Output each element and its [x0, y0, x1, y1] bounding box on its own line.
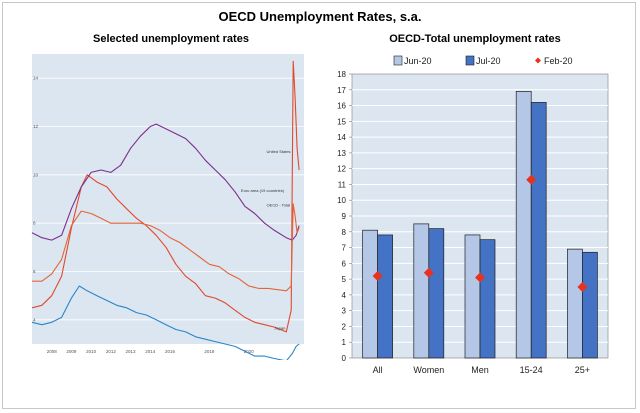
- bar-jun-20: [413, 223, 430, 359]
- bar-y-tick-label: 1: [342, 338, 347, 347]
- bar-y-tick-label: 17: [337, 86, 346, 95]
- line-series-label: Japan: [274, 326, 285, 331]
- marker-feb-20: [423, 267, 434, 278]
- line-x-tick-label: 2013: [126, 349, 137, 354]
- bar-y-tick-label: 0: [342, 354, 347, 363]
- legend-label: Jul-20: [476, 56, 501, 66]
- bar-y-tick-label: 9: [342, 212, 347, 221]
- line-y-tick-label: 4: [33, 317, 36, 322]
- line-y-tick-label: 8: [33, 221, 36, 226]
- bar-y-tick-label: 8: [342, 228, 347, 237]
- line-series-japan: [31, 285, 300, 360]
- bar-jun-20: [567, 248, 583, 359]
- bar-jul-20: [377, 234, 393, 359]
- line-x-tick-label: 2014: [145, 349, 156, 354]
- bar-y-tick-label: 4: [342, 291, 347, 300]
- bar-y-tick-label: 6: [342, 259, 347, 268]
- legend-swatch-jun-20: [393, 55, 403, 66]
- bar-chart-title: OECD-Total unemployment rates: [389, 33, 561, 45]
- bar-y-tick-label: 3: [342, 307, 347, 316]
- marker-feb-20: [526, 174, 537, 185]
- line-plot-area: [32, 54, 304, 344]
- bar-y-tick-label: 18: [337, 70, 346, 79]
- line-x-tick-label: 2012: [106, 349, 117, 354]
- bar-y-tick-label: 15: [337, 117, 346, 126]
- bar-category-label: All: [373, 365, 383, 375]
- bar-jul-20: [428, 228, 445, 359]
- figure-frame: [2, 2, 636, 409]
- legend-marker-feb-20: [535, 57, 541, 64]
- line-series-label: Euro area (19 countries): [241, 188, 285, 193]
- bar-jul-20: [582, 251, 598, 359]
- line-series-euro-area-19-countries-: [31, 123, 300, 241]
- bar-category-label: Women: [413, 365, 444, 375]
- line-chart-title: Selected unemployment rates: [93, 33, 249, 45]
- bar-y-tick-label: 5: [342, 275, 347, 284]
- line-x-tick-label: 2009: [66, 349, 77, 354]
- line-series-label: United States: [267, 149, 291, 154]
- bar-jun-20: [515, 91, 532, 359]
- marker-feb-20: [577, 282, 588, 292]
- marker-feb-20: [372, 270, 383, 281]
- bar-y-tick-label: 2: [342, 322, 347, 331]
- line-series-oecd-total: [32, 203, 300, 292]
- line-series-label: OECD - Total: [267, 202, 291, 207]
- legend-label: Jun-20: [404, 56, 432, 66]
- bar-category-label: Men: [471, 365, 489, 375]
- bar-y-tick-label: 13: [337, 149, 346, 158]
- line-x-tick-label: 2018: [204, 349, 215, 354]
- bar-jun-20: [362, 229, 378, 359]
- line-y-tick-label: 12: [33, 124, 39, 129]
- line-chart: 4 6 8 10 12 14 2008 2009 2010 2012 2013 2014 2016 201…: [31, 54, 304, 360]
- legend-label: Feb-20: [544, 56, 573, 66]
- bar-jun-20: [464, 234, 481, 359]
- line-y-tick-label: 10: [33, 172, 39, 177]
- bar-y-tick-label: 7: [342, 244, 347, 253]
- line-x-tick-label: 2020: [244, 349, 255, 354]
- bar-jul-20: [479, 239, 496, 359]
- line-x-tick-label: 2008: [47, 349, 58, 354]
- line-y-tick-label: 14: [33, 76, 39, 81]
- legend-swatch-jul-20: [465, 55, 475, 66]
- bar-y-tick-label: 10: [337, 196, 346, 205]
- bar-legend: Jun-20 Jul-20 Feb-20: [393, 55, 573, 66]
- bar-y-tick-label: 14: [337, 133, 346, 142]
- bar-y-tick-label: 12: [337, 165, 346, 174]
- bar-category-label: 15-24: [520, 365, 543, 375]
- bar-y-tick-label: 16: [337, 102, 346, 111]
- figure-title: OECD Unemployment Rates, s.a.: [218, 9, 422, 24]
- line-x-tick-label: 2010: [86, 349, 97, 354]
- bar-jul-20: [530, 102, 547, 359]
- line-y-tick-label: 6: [33, 269, 36, 274]
- bar-y-tick-label: 11: [338, 180, 347, 189]
- marker-feb-20: [475, 272, 485, 283]
- bar-category-label: 25+: [575, 365, 590, 375]
- line-x-tick-label: 2016: [165, 349, 176, 354]
